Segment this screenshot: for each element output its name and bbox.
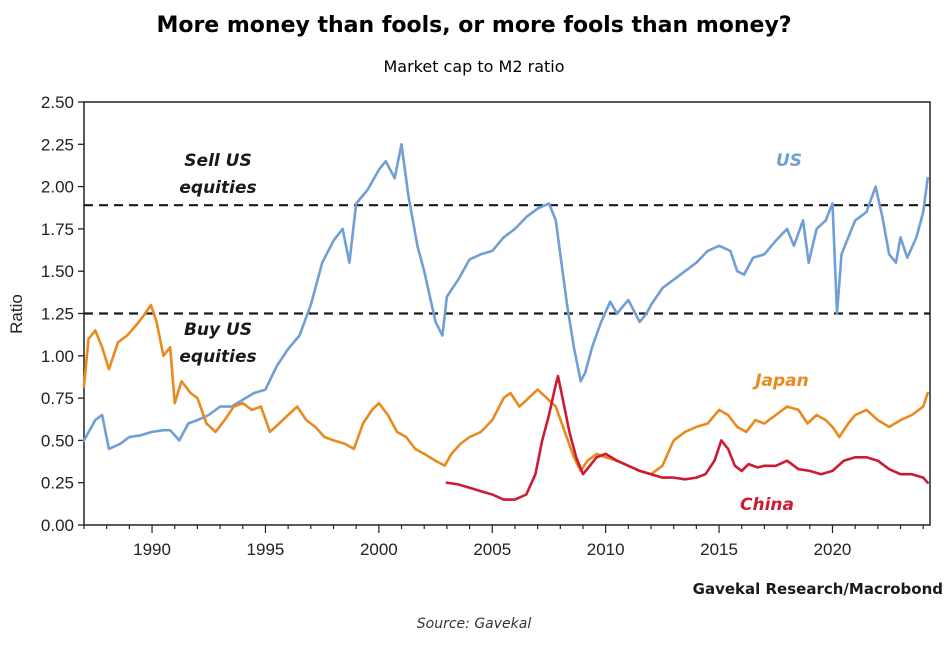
y-tick-label: 1.00 xyxy=(41,347,74,366)
sell-annotation-line1: Sell US xyxy=(184,151,251,171)
series-label-japan: Japan xyxy=(752,371,809,391)
series-line-china xyxy=(445,374,930,501)
y-axis-label: Ratio xyxy=(7,294,26,334)
y-tick-label: 1.75 xyxy=(41,220,74,239)
series-label-us: US xyxy=(776,151,802,171)
series-lines xyxy=(82,143,930,501)
x-tick-label: 1990 xyxy=(133,540,171,559)
series-label-china: China xyxy=(740,495,794,515)
y-tick-label: 2.25 xyxy=(41,135,74,154)
y-tick-label: 0.00 xyxy=(41,516,74,535)
x-tick-label: 2010 xyxy=(587,540,625,559)
buy-annotation-line1: Buy US xyxy=(184,320,252,340)
y-tick-label: 1.25 xyxy=(41,305,74,324)
y-tick-label: 1.50 xyxy=(41,262,74,281)
x-tick-label: 2005 xyxy=(473,540,511,559)
x-tick-label: 2015 xyxy=(700,540,738,559)
x-tick-label: 2020 xyxy=(814,540,852,559)
y-axis-ticks: 0.00 0.25 0.50 0.75 1.00 1.25 1.50 1.75 2.00 2.25… xyxy=(41,93,84,535)
y-tick-label: 0.25 xyxy=(41,474,74,493)
x-axis-ticks: 1990 1995 2000 2005 2010 2015 2020 xyxy=(83,525,924,559)
y-tick-label: 2.50 xyxy=(41,93,74,112)
reference-lines xyxy=(84,204,930,315)
chart-credit: Gavekal Research/Macrobond xyxy=(693,580,943,598)
y-tick-label: 0.50 xyxy=(41,431,74,450)
buy-annotation-line2: equities xyxy=(179,347,256,367)
x-tick-label: 1995 xyxy=(247,540,285,559)
y-tick-label: 0.75 xyxy=(41,389,74,408)
sell-annotation-line2: equities xyxy=(179,178,256,198)
chart-source: Source: Gavekal xyxy=(417,616,532,632)
series-line-us xyxy=(82,143,930,451)
y-tick-label: 2.00 xyxy=(41,178,74,197)
chart-title: More money than fools, or more fools tha… xyxy=(156,13,791,38)
series-line-japan xyxy=(82,303,930,476)
x-tick-label: 2000 xyxy=(360,540,398,559)
chart-subtitle: Market cap to M2 ratio xyxy=(383,57,564,76)
